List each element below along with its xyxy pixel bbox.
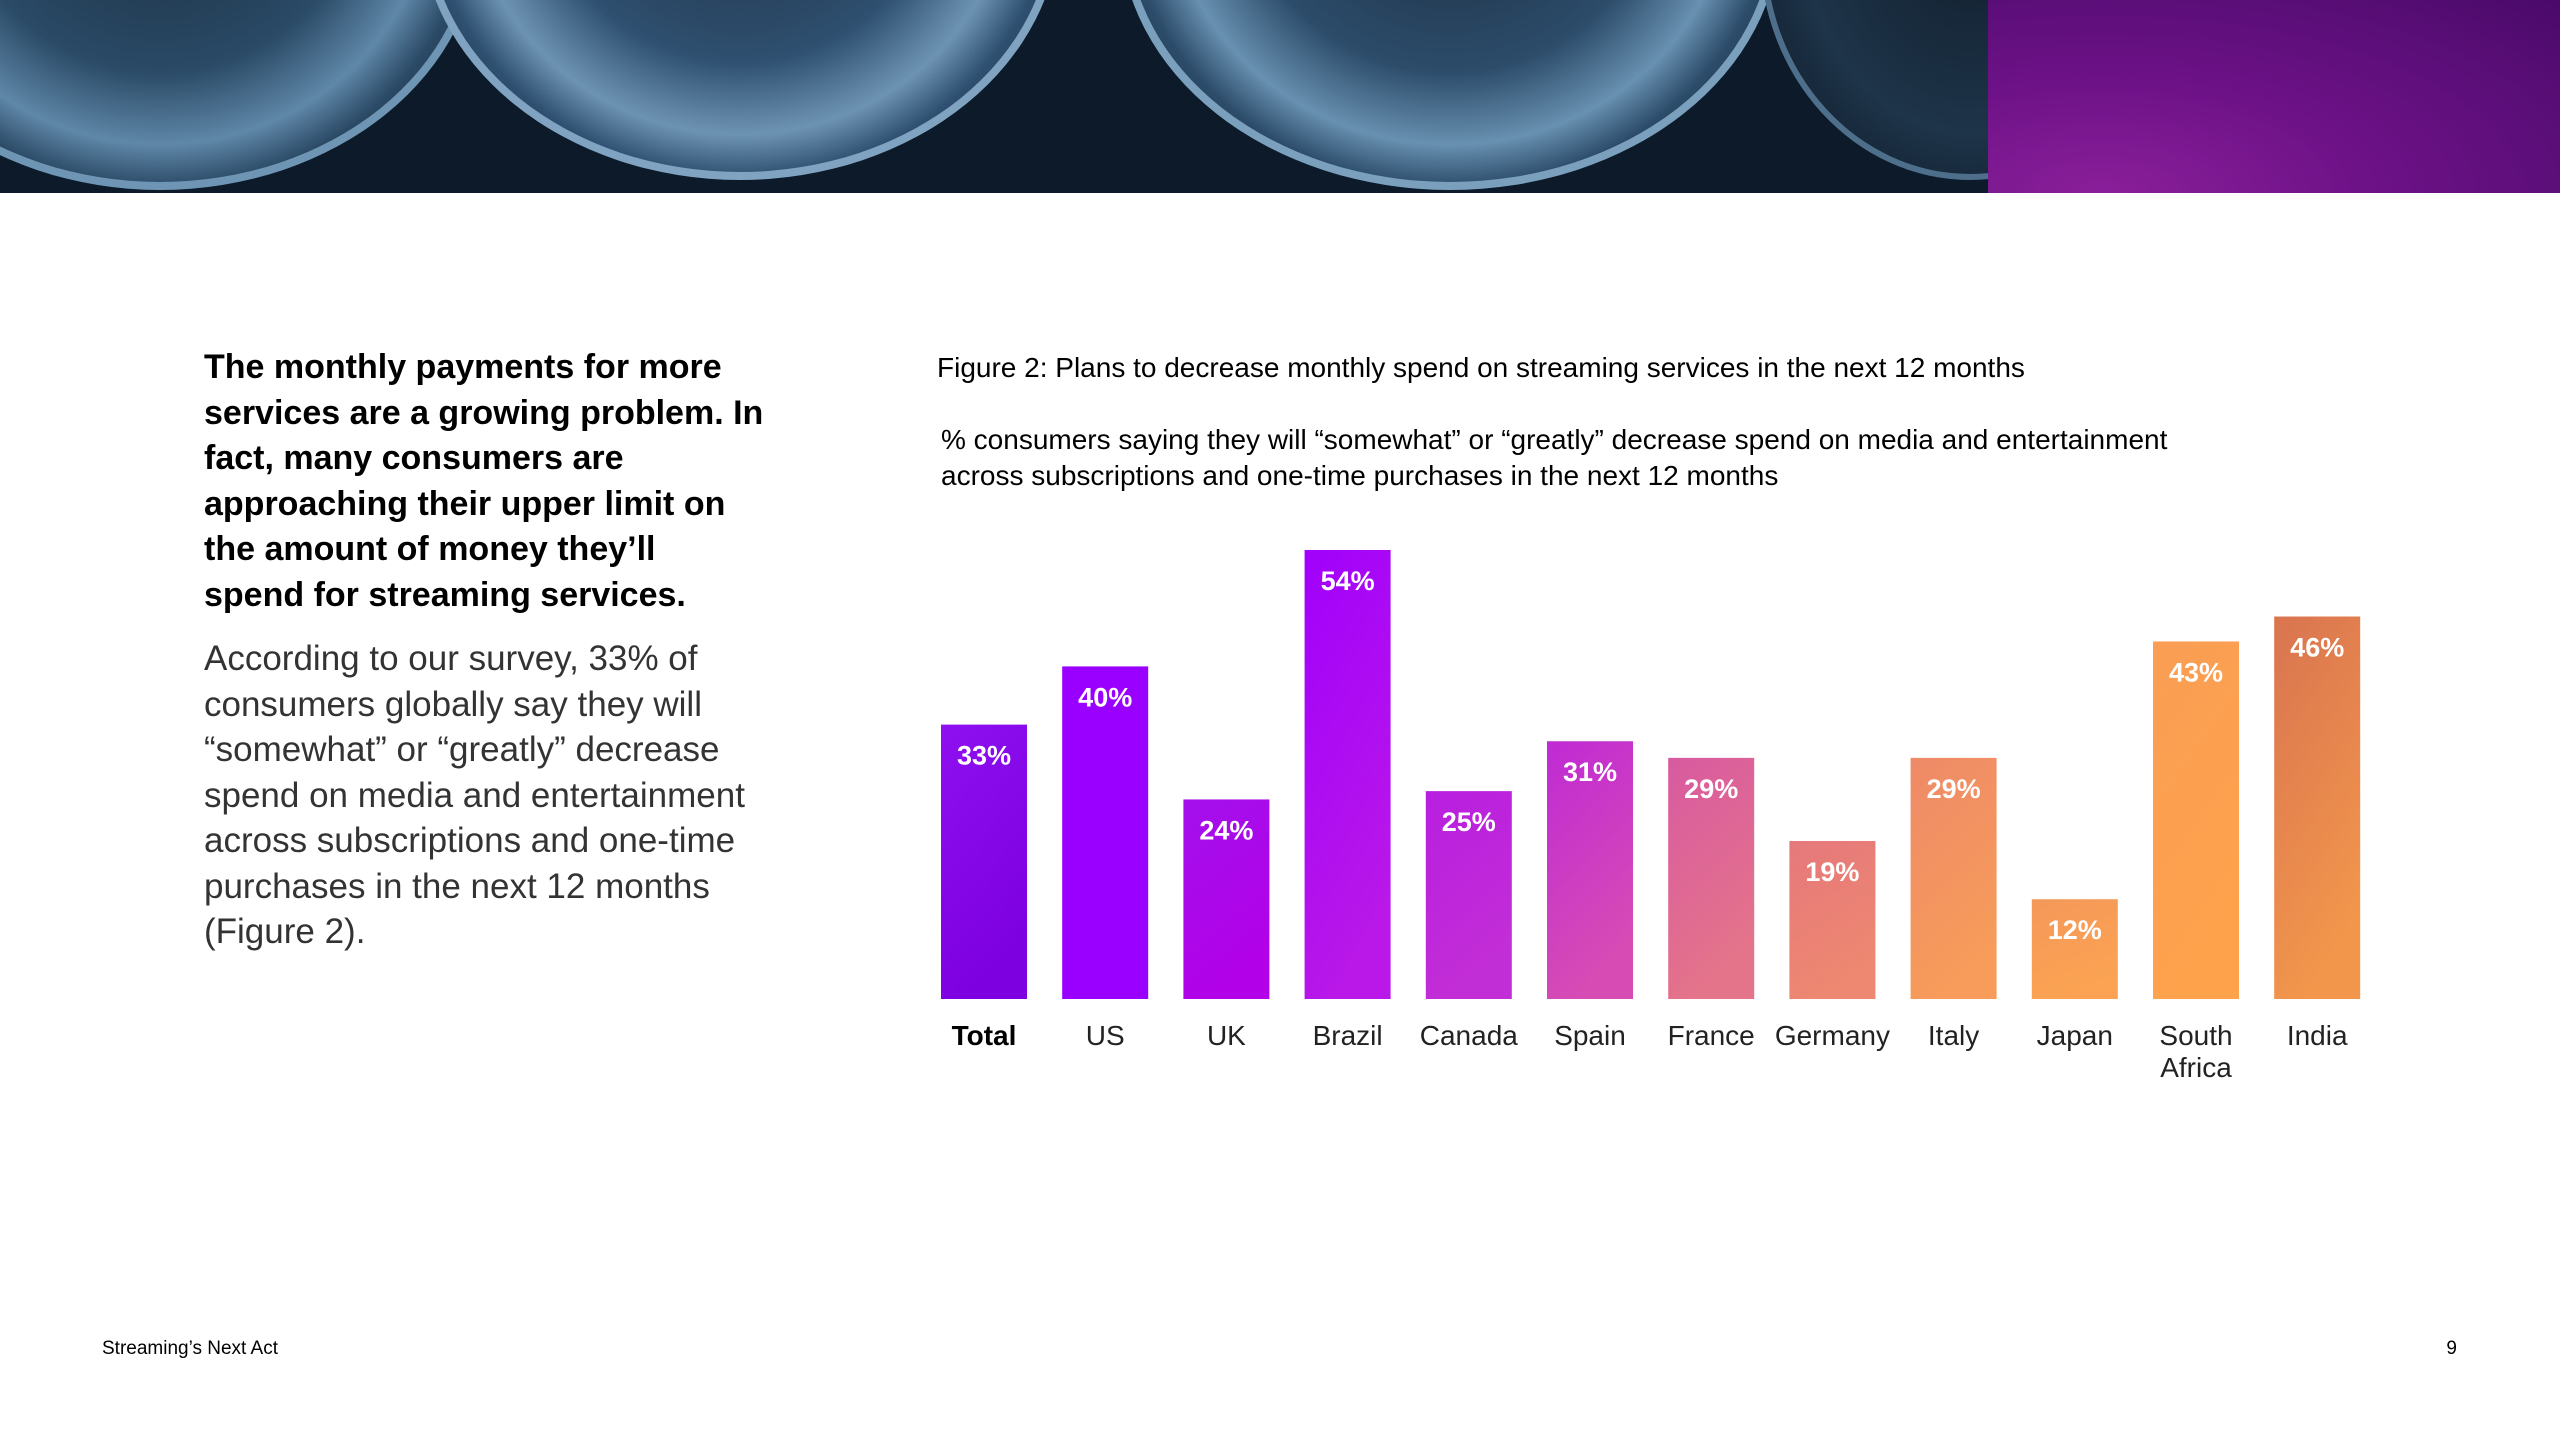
bar-france [1668, 757, 1755, 999]
footer-title: Streaming’s Next Act [102, 1338, 279, 1359]
bar-italy [1910, 757, 1997, 999]
bar-canada [1425, 791, 1512, 999]
header-banner [0, 0, 2560, 193]
figure-title: Figure 2: Plans to decrease monthly spen… [937, 352, 2025, 383]
banner-photo-pipes [0, 0, 1988, 193]
banner-purple-panel [1988, 0, 2560, 193]
bar-japan [2031, 899, 2118, 999]
tick-label-canada: Canada [1420, 1020, 1519, 1051]
tick-label-brazil: Brazil [1313, 1020, 1383, 1051]
tick-label-india: India [2287, 1020, 2348, 1051]
bar-total [941, 724, 1027, 999]
data-label-italy: 29% [1927, 774, 1981, 804]
bar-uk [1183, 799, 1270, 999]
tick-label-italy: Italy [1928, 1020, 1979, 1051]
tick-label-total: Total [952, 1020, 1017, 1051]
bar-south-africa [2153, 641, 2239, 999]
tick-label-japan: Japan [2037, 1020, 2113, 1051]
data-label-france: 29% [1684, 774, 1738, 804]
data-label-uk: 24% [1199, 815, 1253, 845]
bar-us [1062, 666, 1149, 999]
tick-label-germany: Germany [1775, 1020, 1890, 1051]
data-label-total: 33% [957, 741, 1011, 771]
tick-label-spain: Spain [1554, 1020, 1626, 1051]
lead-paragraph: The monthly payments for more services a… [204, 348, 764, 614]
tick-label-south-africa: South Africa [2159, 1020, 2232, 1083]
data-label-canada: 25% [1442, 807, 1496, 837]
figure-subtitle: % consumers saying they will “somewhat” … [941, 424, 2168, 491]
data-label-spain: 31% [1563, 757, 1617, 787]
data-label-india: 46% [2290, 633, 2344, 663]
intro-text-column: The monthly payments for more services a… [204, 345, 764, 955]
tick-label-us: US [1086, 1020, 1125, 1051]
bar-germany [1789, 841, 1876, 999]
body-paragraph: According to our survey, 33% of consumer… [204, 639, 745, 951]
data-label-japan: 12% [2048, 915, 2102, 945]
data-label-south-africa: 43% [2169, 657, 2223, 687]
tick-label-france: France [1668, 1020, 1755, 1051]
page-number: 9 [2446, 1338, 2457, 1359]
bar-spain [1547, 741, 1633, 999]
data-label-us: 40% [1078, 682, 1132, 712]
data-label-germany: 19% [1805, 857, 1859, 887]
bar-brazil [1304, 550, 1391, 999]
data-label-brazil: 54% [1321, 566, 1375, 596]
tick-label-uk: UK [1207, 1020, 1246, 1051]
bar-india [2274, 616, 2361, 999]
